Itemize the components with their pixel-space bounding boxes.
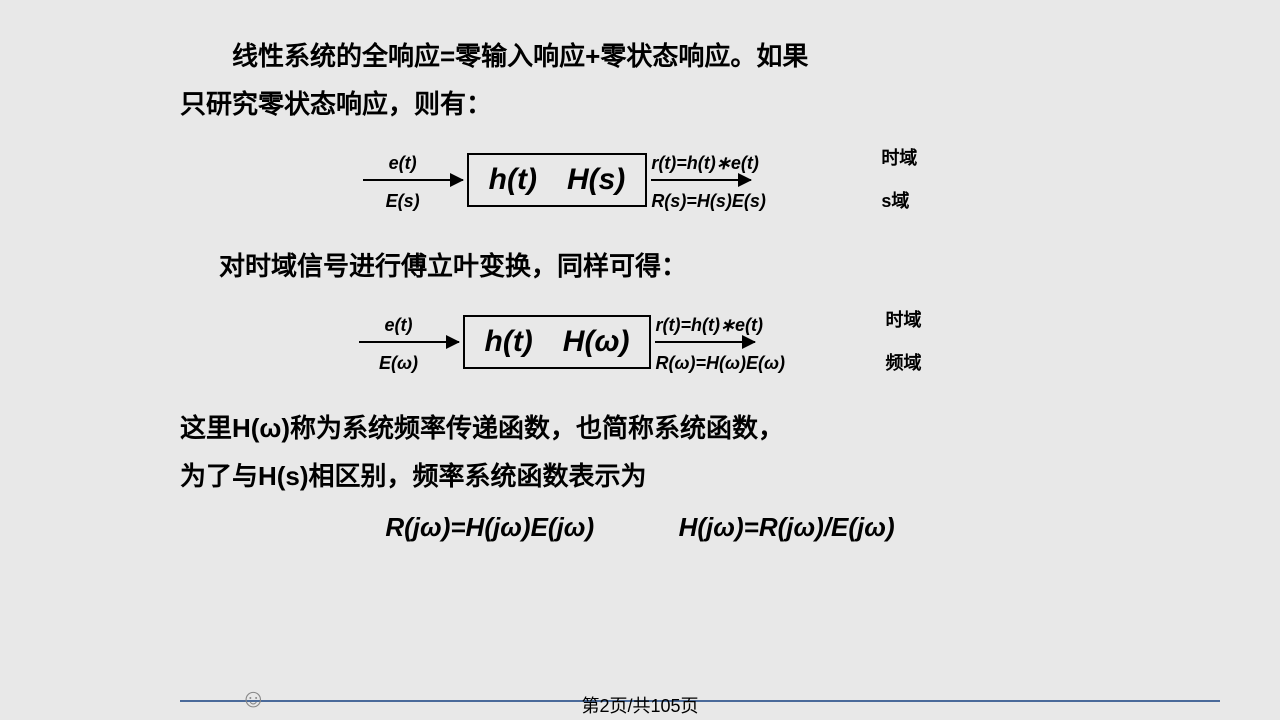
d1-out-bot: R(s)=H(s)E(s) [651,191,766,211]
d2-in-bot: E(ω) [379,353,418,373]
paragraph-3-line1: 这里H(ω)称为系统频率传递函数，也简称系统函数， [180,402,1100,454]
eq-right: H(jω)=R(jω)/E(jω) [679,512,895,542]
d1-block: h(t) H(s) [467,153,648,207]
d1-out-top: r(t)=h(t)∗e(t) [651,153,759,173]
d2-dom-top: 时域 [885,299,921,342]
paragraph-3-line2: 为了与H(s)相区别，频率系统函数表示为 [180,450,1100,502]
d1-dom-top: 时域 [881,137,917,180]
d2-in-top: e(t) [385,315,413,335]
d1-in-top: e(t) [389,153,417,173]
diagram-2: e(t) E(ω) h(t) H(ω) r(t)=h(t)∗e(t) R(ω)=… [180,302,1100,382]
footer-text: 第2页/共105页 [0,692,1280,718]
d2-block: h(t) H(ω) [463,315,652,369]
d2-out-bot: R(ω)=H(ω)E(ω) [655,353,785,373]
d2-out-top: r(t)=h(t)∗e(t) [655,315,763,335]
d1-in-bot: E(s) [386,191,420,211]
paragraph-1-line2: 只研究零状态响应，则有： [180,78,1100,130]
eq-left: R(jω)=H(jω)E(jω) [385,512,594,542]
paragraph-1-line1: 线性系统的全响应=零输入响应+零状态响应。如果 [180,30,1100,82]
equation-row: R(jω)=H(jω)E(jω) H(jω)=R(jω)/E(jω) [180,512,1100,543]
paragraph-2: 对时域信号进行傅立叶变换，同样可得： [180,240,1100,292]
d2-dom-bot: 频域 [885,342,921,385]
d1-dom-bot: s域 [881,180,917,223]
diagram-1: e(t) E(s) h(t) H(s) r(t)=h(t)∗e(t) R(s)=… [180,140,1100,220]
